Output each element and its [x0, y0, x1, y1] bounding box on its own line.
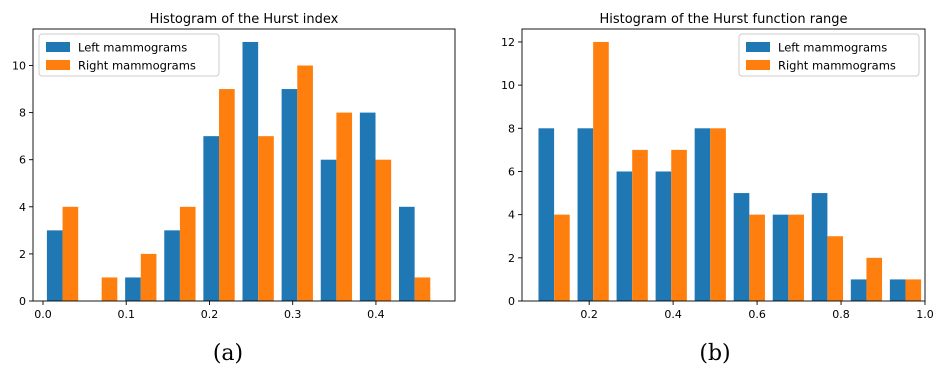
- bar-left-3: [655, 171, 672, 301]
- bar-left-1: [577, 128, 594, 301]
- x-tick-label: 0.3: [284, 308, 302, 321]
- legend-swatch-right: [746, 60, 770, 70]
- bar-right-3: [179, 206, 196, 301]
- x-tick-label: 0.6: [748, 308, 766, 321]
- legend-box: [38, 33, 220, 77]
- y-tick-label: 0: [19, 295, 26, 308]
- y-tick-label: 10: [12, 60, 26, 73]
- bar-right-0: [62, 206, 79, 301]
- chart-b: 0.2 0.4 0.6 0.8 1.0 0 2 4 6 8 10 12 Histogram of the…: [501, 12, 933, 366]
- bar-left-3: [164, 230, 180, 301]
- figure-caption: (b): [699, 341, 730, 366]
- y-tick-label: 12: [501, 36, 515, 49]
- bar-right-0: [554, 214, 570, 301]
- x-tick-label: 0.0: [34, 308, 52, 321]
- y-tick-label: 6: [19, 154, 26, 167]
- bar-right-3: [671, 149, 687, 301]
- x-tick-label: 0.2: [580, 308, 598, 321]
- bar-left-2: [125, 277, 141, 301]
- legend-label-right: Right mammograms: [78, 59, 196, 73]
- legend-box: [738, 33, 920, 77]
- bar-left-4: [203, 136, 220, 301]
- bar-right-2: [140, 253, 157, 301]
- bar-left-8: [850, 279, 867, 301]
- bar-right-8: [866, 257, 883, 301]
- y-tick-label: 2: [19, 248, 26, 261]
- legend-label-left: Left mammograms: [78, 41, 187, 55]
- bar-left-9: [398, 206, 415, 301]
- bar-right-6: [297, 65, 313, 301]
- y-tick-label: 2: [508, 252, 515, 265]
- y-tick-label: 4: [19, 201, 26, 214]
- x-tick-label: 0.4: [367, 308, 385, 321]
- bar-left-7: [811, 193, 828, 301]
- bar-left-7: [320, 159, 337, 301]
- bar-left-6: [772, 214, 789, 301]
- legend-swatch-left: [746, 42, 770, 52]
- bar-left-6: [281, 89, 298, 302]
- bar-right-2: [632, 149, 648, 301]
- x-tick-label: 0.8: [832, 308, 850, 321]
- bar-right-5: [749, 214, 765, 301]
- x-tick-label: 0.4: [664, 308, 682, 321]
- y-tick-label: 4: [508, 209, 515, 222]
- legend-label-left: Left mammograms: [778, 41, 887, 55]
- bar-left-2: [616, 171, 633, 301]
- bar-right-7: [336, 112, 353, 301]
- x-tick-label: 0.2: [201, 308, 219, 321]
- bar-left-0: [538, 128, 555, 301]
- x-tick-label: 1.0: [916, 308, 933, 321]
- bar-right-5: [258, 136, 274, 301]
- bar-left-4: [694, 128, 711, 301]
- chart-title: Histogram of the Hurst function range: [599, 12, 847, 27]
- bar-right-1: [593, 41, 609, 301]
- plot-frame: [32, 28, 456, 302]
- bar-right-9: [905, 279, 922, 301]
- y-tick-label: 0: [508, 295, 515, 308]
- plot-frame: [521, 28, 926, 302]
- legend: Left mammograms Right mammograms: [38, 33, 220, 77]
- bar-right-1: [101, 277, 118, 301]
- bar-left-8: [359, 112, 376, 301]
- bar-left-5: [733, 193, 750, 301]
- y-tick-label: 6: [508, 165, 515, 178]
- x-tick-label: 0.1: [117, 308, 135, 321]
- bar-right-4: [710, 128, 726, 301]
- bar-right-8: [375, 159, 392, 301]
- bar-right-4: [219, 89, 235, 302]
- y-tick-label: 8: [19, 107, 26, 120]
- legend-swatch-right: [46, 60, 70, 70]
- chart-title: Histogram of the Hurst index: [150, 12, 339, 27]
- y-tick-label: 10: [501, 79, 515, 92]
- figure-caption: (a): [213, 341, 243, 366]
- bar-right-6: [788, 214, 804, 301]
- bar-right-9: [414, 277, 431, 301]
- legend-label-right: Right mammograms: [778, 59, 896, 73]
- bar-left-0: [46, 230, 63, 301]
- legend: Left mammograms Right mammograms: [738, 33, 920, 77]
- y-tick-label: 8: [508, 122, 515, 135]
- bar-left-5: [242, 41, 259, 301]
- chart-a: 0.0 0.1 0.2 0.3 0.4 0 2 4 6 8 10 Histogram of the H…: [12, 12, 456, 366]
- bar-left-9: [889, 279, 906, 301]
- legend-swatch-left: [46, 42, 70, 52]
- bar-right-7: [827, 236, 844, 301]
